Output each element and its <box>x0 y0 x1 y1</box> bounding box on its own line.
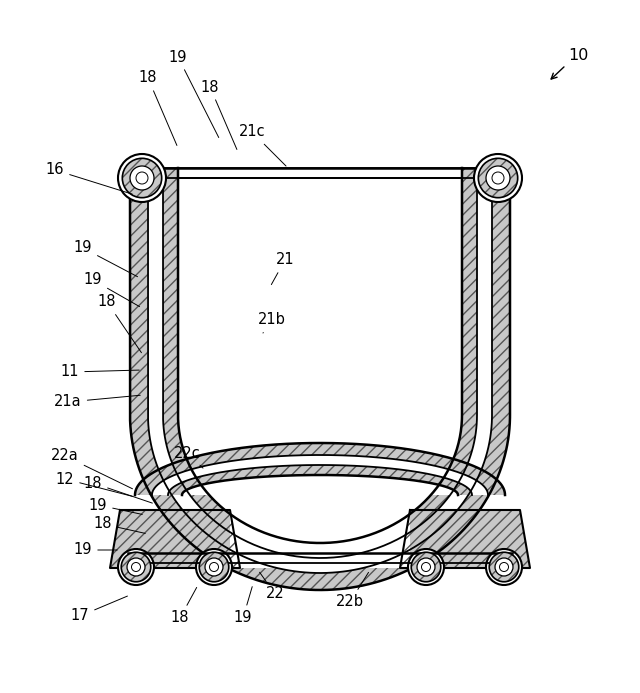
Circle shape <box>121 552 151 581</box>
Polygon shape <box>130 168 510 590</box>
Circle shape <box>118 154 166 202</box>
Circle shape <box>417 558 435 576</box>
Polygon shape <box>182 475 458 495</box>
Polygon shape <box>148 168 492 573</box>
Text: 18: 18 <box>84 475 152 503</box>
Text: 19: 19 <box>74 240 138 277</box>
Text: 11: 11 <box>61 365 140 380</box>
Text: 22b: 22b <box>336 572 369 610</box>
Text: 19: 19 <box>84 272 140 306</box>
Text: 17: 17 <box>70 596 127 624</box>
Text: 21c: 21c <box>239 125 286 166</box>
Circle shape <box>492 172 504 184</box>
Circle shape <box>118 549 154 585</box>
Circle shape <box>422 563 431 572</box>
Text: 18: 18 <box>93 516 145 534</box>
Polygon shape <box>163 168 477 558</box>
Text: 22: 22 <box>260 572 284 602</box>
Text: 19: 19 <box>234 587 252 626</box>
Text: 18: 18 <box>171 588 196 626</box>
Circle shape <box>199 552 228 581</box>
Polygon shape <box>110 510 240 568</box>
Text: 16: 16 <box>45 162 132 194</box>
Circle shape <box>130 166 154 190</box>
Circle shape <box>136 172 148 184</box>
Circle shape <box>127 558 145 576</box>
Circle shape <box>499 563 509 572</box>
Circle shape <box>489 552 519 581</box>
Polygon shape <box>110 510 240 568</box>
Text: 12: 12 <box>56 471 132 496</box>
Polygon shape <box>130 168 510 590</box>
Polygon shape <box>135 443 505 495</box>
Circle shape <box>408 549 444 585</box>
Text: 22c: 22c <box>173 446 203 468</box>
Text: 21a: 21a <box>54 394 140 410</box>
Text: 10: 10 <box>568 48 588 62</box>
Polygon shape <box>178 168 462 543</box>
Text: 19: 19 <box>169 49 219 137</box>
Text: 18: 18 <box>201 80 237 150</box>
Text: 21b: 21b <box>258 313 286 333</box>
Text: 18: 18 <box>98 295 141 353</box>
Text: 22a: 22a <box>51 448 132 489</box>
Circle shape <box>205 558 223 576</box>
Circle shape <box>131 563 141 572</box>
Circle shape <box>486 166 510 190</box>
Polygon shape <box>400 510 530 568</box>
Circle shape <box>495 558 513 576</box>
Text: 19: 19 <box>74 543 117 557</box>
Circle shape <box>478 158 518 198</box>
Polygon shape <box>152 455 488 495</box>
Circle shape <box>486 549 522 585</box>
Polygon shape <box>168 465 472 495</box>
Text: 18: 18 <box>139 71 177 146</box>
Circle shape <box>412 552 441 581</box>
Text: 21: 21 <box>271 252 294 285</box>
Circle shape <box>474 154 522 202</box>
Circle shape <box>209 563 218 572</box>
Circle shape <box>196 549 232 585</box>
Text: 19: 19 <box>89 498 142 514</box>
Polygon shape <box>400 510 530 568</box>
Polygon shape <box>230 510 410 568</box>
Circle shape <box>122 158 162 198</box>
